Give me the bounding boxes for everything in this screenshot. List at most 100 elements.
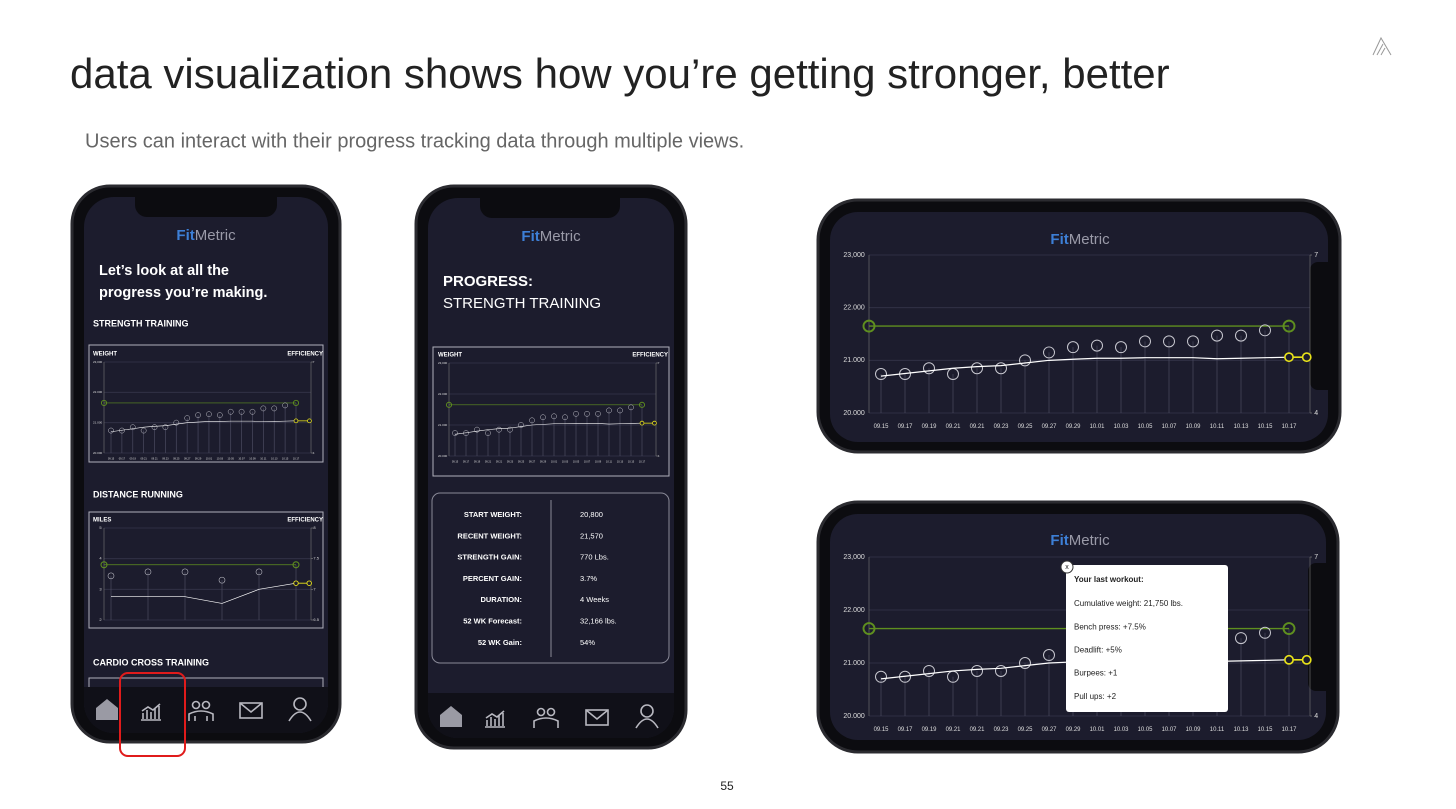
- x-tick-label: 09.25: [1018, 424, 1034, 430]
- brand: FitMetric: [1050, 231, 1110, 248]
- weight-point: [1067, 341, 1079, 354]
- brand: FitMetric: [1050, 532, 1110, 549]
- y2-tick-label: 7: [313, 586, 316, 591]
- y-tick-label: 22.000: [438, 392, 448, 396]
- y2-tick-label: 6.5: [313, 617, 319, 622]
- weight-point: [206, 411, 212, 418]
- forecast-point: [652, 420, 657, 426]
- x-tick-label: 09.25: [1018, 727, 1034, 733]
- weight-point: [140, 427, 147, 434]
- x-tick-label: 09.27: [1042, 727, 1057, 733]
- efficiency-line: [454, 422, 643, 435]
- weight-point: [496, 426, 502, 433]
- x-tick-label: 09.21: [970, 424, 986, 430]
- x-tick-label: 10.05: [1138, 424, 1154, 430]
- weight-point: [195, 412, 201, 418]
- target-marker: [292, 561, 300, 569]
- brand: FitMetric: [521, 228, 581, 245]
- x-tick-label: 09.23: [507, 459, 514, 463]
- stat-value: 32,166 lbs.: [580, 616, 617, 625]
- x-tick-label: 09.17: [898, 424, 913, 430]
- stat-label: STRENGTH GAIN:: [457, 553, 522, 562]
- tooltip-close-label[interactable]: x: [1065, 564, 1069, 571]
- x-tick-label: 09.29: [1066, 727, 1082, 733]
- x-tick-label: 09.21: [946, 727, 962, 733]
- weight-point: [1043, 649, 1055, 662]
- stat-label: START WEIGHT:: [464, 510, 522, 519]
- x-tick-label: 10.05: [228, 456, 235, 460]
- target-marker: [638, 401, 646, 408]
- x-tick-label: 09.19: [922, 727, 938, 733]
- x-tick-label: 09.21: [946, 424, 962, 430]
- weight-point: [151, 424, 158, 431]
- x-tick-label: 10.11: [1210, 727, 1225, 733]
- weight-point: [518, 422, 524, 428]
- brand-metric: Metric: [540, 228, 581, 245]
- x-tick-label: 10.09: [1186, 424, 1202, 430]
- tooltip-line: Cumulative weight: 21,750 lbs.: [1074, 599, 1183, 608]
- weight-point: [875, 670, 887, 683]
- stat-label: 52 WK Forecast:: [463, 616, 522, 625]
- x-tick-label: 10.07: [1162, 424, 1177, 430]
- y-tick-label: 21.000: [93, 420, 103, 424]
- weight-point: [1187, 335, 1199, 348]
- weight-point: [551, 413, 557, 420]
- tooltip-box: [1066, 565, 1228, 712]
- weight-point: [452, 430, 458, 436]
- x-tick-label: 10.07: [238, 456, 245, 460]
- x-tick-label: 09.15: [452, 459, 459, 463]
- y-tick-label: 20.000: [93, 451, 103, 455]
- x-tick-label: 09.19: [130, 456, 137, 460]
- x-tick-label: 09.27: [529, 459, 536, 463]
- tooltip-line: Deadlift: +5%: [1074, 646, 1122, 655]
- efficiency-line: [111, 582, 297, 604]
- x-tick-label: 09.23: [994, 727, 1010, 733]
- y-tick-label: 22.000: [843, 305, 865, 312]
- weight-point: [1259, 626, 1271, 639]
- section-title: STRENGTH TRAINING: [93, 318, 189, 328]
- weight-point: [282, 402, 288, 409]
- y2-tick-label: 7: [1314, 252, 1318, 259]
- y-tick-label: 21.000: [438, 423, 448, 427]
- weight-point: [923, 664, 935, 677]
- stats-frame: [431, 492, 670, 664]
- brand-fit: Fit: [176, 227, 194, 244]
- stat-value: 3.7%: [580, 574, 597, 583]
- x-tick-label: 10.13: [271, 456, 278, 460]
- weight-point: [606, 407, 612, 414]
- x-tick-label: 10.15: [282, 456, 289, 460]
- y-tick-label: 23,000: [438, 361, 448, 365]
- logo: [1372, 36, 1392, 56]
- weight-point: [144, 568, 152, 576]
- page-number: 55: [720, 779, 734, 793]
- weight-point: [971, 362, 983, 375]
- x-tick-label: 09.15: [874, 727, 890, 733]
- chart: 2 3 4 5 6.5 7 7.5 8 MILES EFFICIENCY: [93, 518, 323, 622]
- x-tick-label: 09.25: [518, 459, 525, 463]
- nav-bar: [84, 687, 328, 733]
- y2-tick-label: 7: [658, 361, 660, 365]
- target-marker: [292, 399, 300, 407]
- x-tick-label: 09.21: [151, 456, 158, 460]
- x-tick-label: 10.09: [1186, 727, 1202, 733]
- x-tick-label: 09.23: [994, 424, 1010, 430]
- tooltip-line: Pull ups: +2: [1074, 692, 1117, 701]
- x-tick-label: 10.15: [1258, 424, 1274, 430]
- tooltip-line: Burpees: +1: [1074, 669, 1118, 678]
- weight-point: [173, 419, 180, 426]
- forecast-point: [1301, 654, 1312, 665]
- weight-point: [184, 415, 191, 421]
- y2-axis-label: EFFICIENCY: [287, 518, 323, 524]
- phone-overview: FitMetric Let’s look at all the progress…: [70, 184, 342, 744]
- tooltip-close[interactable]: [1060, 560, 1074, 574]
- weight-point: [1019, 354, 1031, 367]
- weight-point: [271, 405, 278, 412]
- target-marker: [445, 401, 453, 408]
- x-tick-label: 10.09: [595, 459, 602, 463]
- forecast-point: [1301, 352, 1312, 363]
- weight-point: [584, 411, 590, 417]
- y-tick-label: 20.000: [843, 713, 865, 720]
- weight-point: [1019, 657, 1031, 669]
- x-tick-label: 10.15: [628, 459, 635, 463]
- weight-point: [573, 411, 579, 417]
